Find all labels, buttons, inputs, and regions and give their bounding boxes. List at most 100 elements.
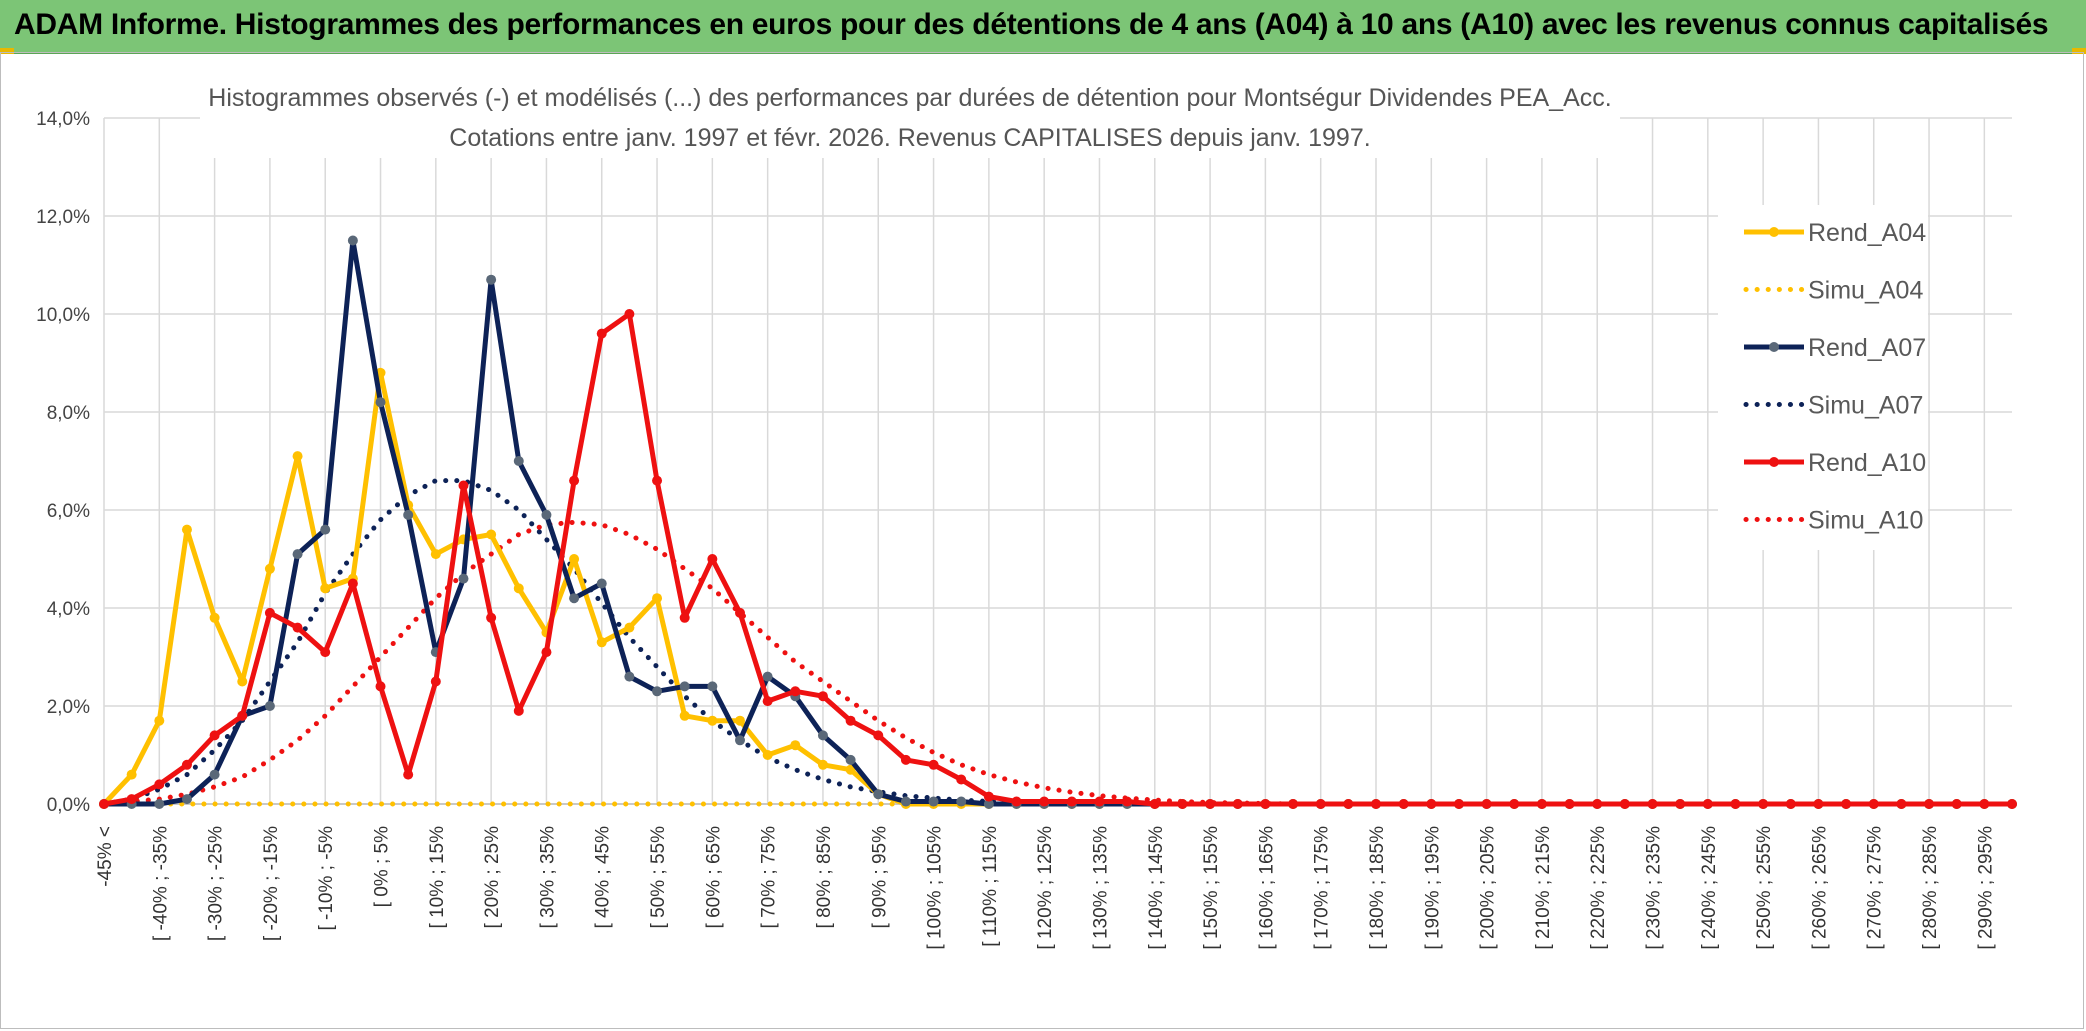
y-tick-label: 4,0% <box>47 599 90 620</box>
corner-mark-right <box>2072 48 2086 54</box>
x-tick-label: [ 260% ; 265% <box>1809 826 1830 950</box>
x-axis-ticks: -45% < [ -40% ; -35% [ -30% ; -25% [ -20% ;… <box>95 826 1996 950</box>
data-point <box>845 764 856 775</box>
x-tick-label: [ 100% ; 105% <box>925 826 946 950</box>
data-point <box>292 451 303 462</box>
data-point <box>956 796 967 807</box>
data-point <box>983 799 994 809</box>
y-tick-label: 2,0% <box>47 697 90 718</box>
data-point <box>928 796 939 807</box>
x-tick-label: [ 170% ; 175% <box>1312 826 1333 950</box>
data-point <box>1619 799 1630 809</box>
data-point <box>1453 799 1464 809</box>
data-point <box>569 475 580 486</box>
chart-title-background <box>200 76 1620 158</box>
x-tick-label: [ 190% ; 195% <box>1422 826 1443 950</box>
data-point <box>513 705 524 716</box>
data-point <box>1232 799 1243 809</box>
y-axis-ticks: 0,0% 2,0% 4,0% 6,0% 8,0% 10,0% 12,0% 14,0% <box>36 109 90 816</box>
chart-legend: Rend_A04 Simu_A04 Rend_A07 Simu_A07 Rend_A10… <box>1743 219 1926 535</box>
x-tick-label: [ 250% ; 255% <box>1754 826 1775 950</box>
series-rend_a10 <box>99 309 2017 809</box>
chart-subtitle: Cotations entre janv. 1997 et févr. 2026… <box>449 124 1370 152</box>
legend-marker <box>1769 342 1779 352</box>
data-point <box>209 612 220 623</box>
data-point <box>845 754 856 765</box>
x-tick-label: [ 0% ; 5% <box>372 826 393 907</box>
data-point <box>1039 796 1050 807</box>
data-point <box>486 612 497 623</box>
data-point <box>1094 796 1105 807</box>
data-point <box>237 676 248 687</box>
legend-item-rend_a07: Rend_A07 <box>1744 334 1926 362</box>
data-point <box>320 524 331 535</box>
data-point <box>735 715 745 726</box>
data-point <box>1758 799 1769 809</box>
data-point <box>735 607 745 618</box>
y-tick-label: 10,0% <box>36 305 90 326</box>
data-point <box>707 715 718 726</box>
x-tick-label: [ 80% ; 85% <box>814 826 835 929</box>
x-tick-label: [ 10% ; 15% <box>427 826 448 929</box>
data-point <box>126 794 137 805</box>
data-point <box>1509 799 1520 809</box>
data-point <box>928 759 939 770</box>
data-point <box>181 759 192 770</box>
data-point <box>347 235 358 246</box>
x-tick-label: [ 220% ; 225% <box>1588 826 1609 950</box>
data-point <box>1011 796 1022 807</box>
data-point <box>652 686 663 697</box>
report-banner: ADAM Informe. Histogrammes des performan… <box>0 0 2086 54</box>
data-point <box>292 622 303 633</box>
x-tick-label: [ -20% ; -15% <box>261 826 282 941</box>
data-point <box>956 774 967 785</box>
y-tick-label: 0,0% <box>47 795 90 816</box>
chart-title: Histogrammes observés (-) et modélisés (… <box>208 84 1611 112</box>
legend-label: Simu_A04 <box>1808 277 1923 305</box>
data-point <box>707 554 718 564</box>
x-tick-label: -45% < <box>95 826 116 887</box>
x-tick-label: [ 20% ; 25% <box>482 826 503 929</box>
data-point <box>845 715 856 726</box>
data-point <box>2007 799 2017 809</box>
x-tick-label: [ 40% ; 45% <box>593 826 614 929</box>
data-point <box>154 799 165 809</box>
data-point <box>209 769 220 780</box>
data-point <box>569 554 580 564</box>
data-point <box>817 691 828 702</box>
x-tick-label: [ 230% ; 235% <box>1644 826 1665 950</box>
legend-label: Simu_A07 <box>1808 392 1923 420</box>
data-point <box>900 754 911 765</box>
data-point <box>817 730 828 741</box>
x-tick-label: [ 70% ; 75% <box>759 826 780 929</box>
data-point <box>1592 799 1603 809</box>
data-point <box>679 710 690 721</box>
x-tick-label: [ -10% ; -5% <box>316 826 337 931</box>
data-point <box>1896 799 1907 809</box>
corner-mark-left <box>0 48 14 54</box>
data-point <box>1066 796 1077 807</box>
x-tick-label: [ 120% ; 125% <box>1035 826 1056 950</box>
data-point <box>1675 799 1686 809</box>
data-point <box>762 671 773 682</box>
x-tick-label: [ 150% ; 155% <box>1201 826 1222 950</box>
data-point <box>1398 799 1409 809</box>
data-point <box>375 397 386 408</box>
data-point <box>403 509 414 520</box>
data-point <box>458 573 469 584</box>
data-point <box>1924 799 1935 809</box>
legend-marker <box>1769 457 1779 467</box>
data-point <box>486 274 497 285</box>
data-point <box>458 480 469 491</box>
data-point <box>1979 799 1990 809</box>
data-point <box>403 769 414 780</box>
data-point <box>596 637 607 648</box>
data-point <box>264 563 275 574</box>
legend-label: Rend_A10 <box>1808 449 1926 477</box>
legend-item-simu_a10: Simu_A10 <box>1743 507 1923 535</box>
data-point <box>154 779 165 790</box>
data-point <box>1177 799 1188 809</box>
data-point <box>181 794 192 805</box>
data-point <box>430 549 441 560</box>
data-point <box>375 681 386 692</box>
